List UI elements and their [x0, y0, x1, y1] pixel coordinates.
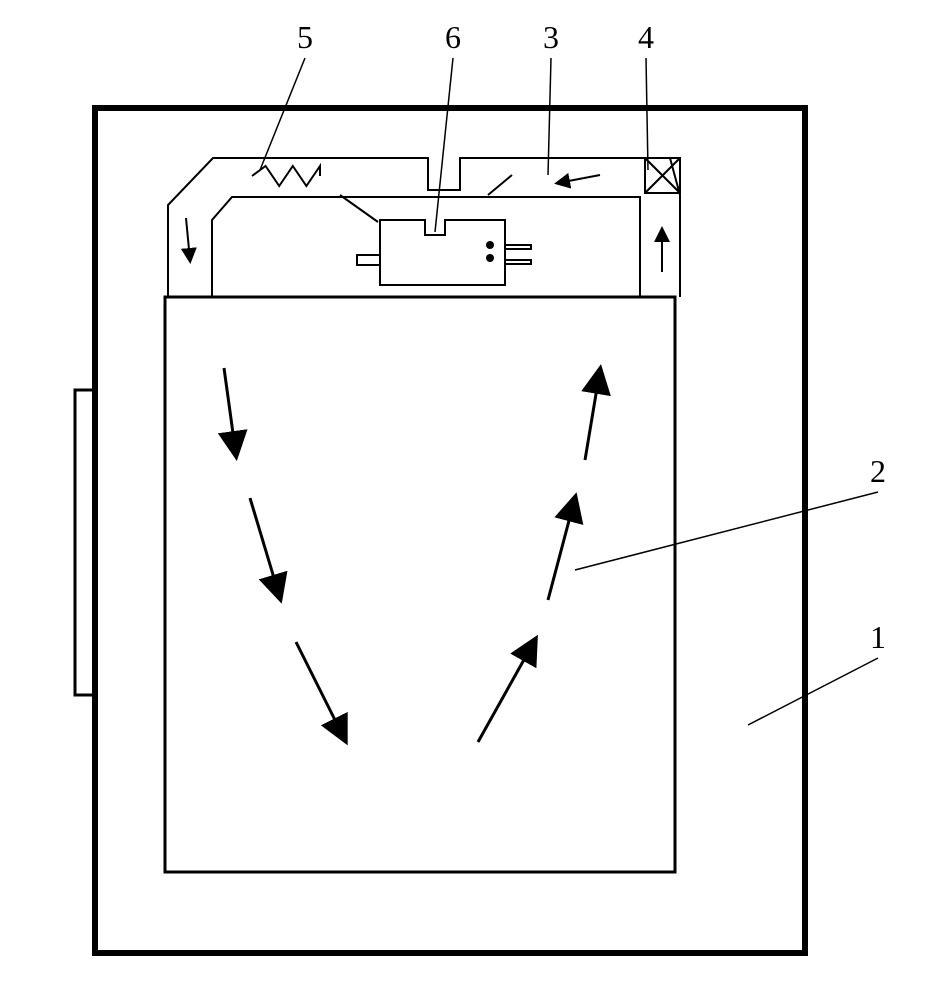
schematic-diagram: 5 6 3 4 2 1 [0, 0, 936, 1000]
label-2: 2 [870, 453, 886, 489]
leader-line-4 [646, 58, 648, 170]
outer-housing [95, 108, 805, 953]
leader-line-2 [575, 492, 878, 570]
condenser-dot-2 [486, 254, 494, 262]
duct-arrow-0 [558, 175, 600, 183]
port-2 [505, 260, 531, 264]
port-0 [357, 255, 380, 265]
label-3: 3 [543, 19, 559, 55]
leader-line-5 [260, 58, 305, 170]
label-5: 5 [297, 19, 313, 55]
label-1: 1 [870, 619, 886, 655]
flow-arrow-3 [478, 640, 535, 742]
flow-arrow-4 [548, 498, 575, 600]
duct-arrow-2 [186, 218, 190, 260]
duct-inner-wall [212, 197, 640, 297]
label-6: 6 [445, 19, 461, 55]
condenser-dot-1 [486, 241, 494, 249]
flow-arrow-0 [224, 368, 236, 455]
port-1 [505, 245, 531, 249]
heater-element [252, 166, 320, 186]
flow-arrow-1 [250, 498, 280, 598]
leader-line-1 [748, 658, 878, 725]
duct-baffle-0 [340, 195, 378, 222]
leader-line-6 [435, 58, 453, 232]
condenser-box [380, 220, 505, 285]
duct-baffle-1 [488, 175, 512, 195]
flow-arrow-2 [296, 642, 345, 740]
flow-arrow-5 [585, 370, 600, 460]
label-4: 4 [638, 19, 654, 55]
